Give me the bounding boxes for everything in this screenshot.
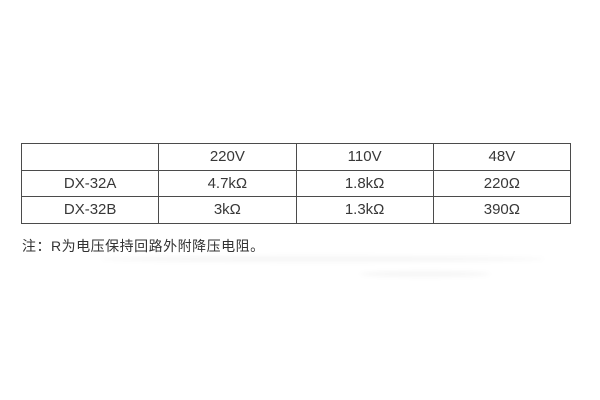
footnote-text: 注：R为电压保持回路外附降压电阻。 [22,238,265,254]
spec-table: 220V 110V 48V DX-32A 4.7kΩ 1.8kΩ 220Ω DX… [20,143,572,224]
resistance-dx32a-48v: 220Ω [432,169,572,197]
header-row: 220V 110V 48V [20,143,572,171]
resistance-dx32b-220v: 3kΩ [158,196,297,224]
table-row-dx32a: DX-32A 4.7kΩ 1.8kΩ 220Ω [20,169,572,197]
resistance-dx32a-220v: 4.7kΩ [158,169,297,197]
model-cell-dx32a: DX-32A [20,169,160,197]
table-row-dx32b: DX-32B 3kΩ 1.3kΩ 390Ω [20,196,572,224]
resistance-dx32a-110v: 1.8kΩ [295,169,434,197]
col-header-48v: 48V [432,143,572,171]
col-header-blank [20,143,160,171]
resistance-dx32b-110v: 1.3kΩ [295,196,434,224]
col-header-220v: 220V [158,143,297,171]
model-cell-dx32b: DX-32B [20,196,160,224]
watermark-smudge [100,256,545,262]
col-header-110v: 110V [295,143,434,171]
watermark-smudge [360,271,490,277]
resistance-dx32b-48v: 390Ω [432,196,572,224]
